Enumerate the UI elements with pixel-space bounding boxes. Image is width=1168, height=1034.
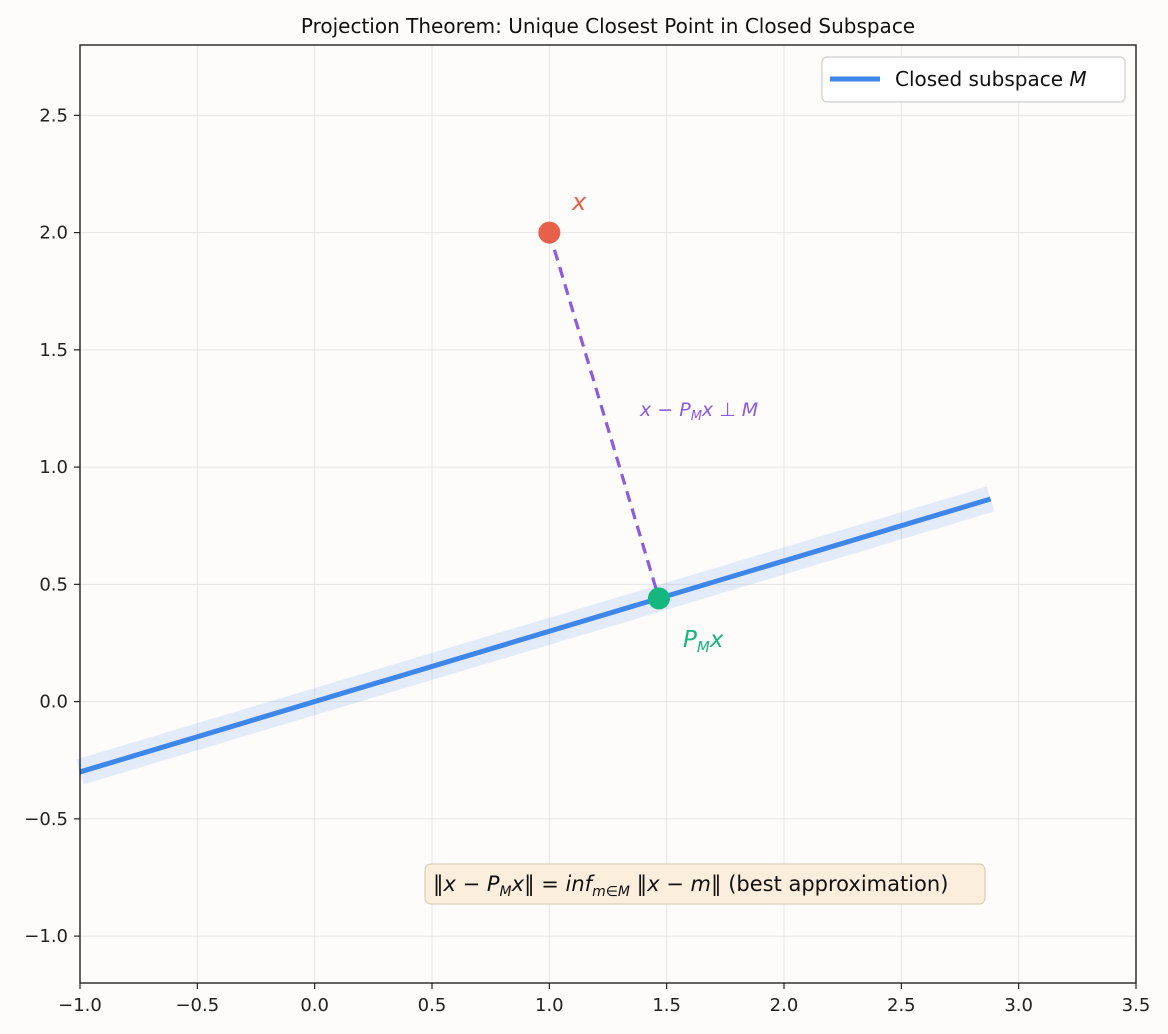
legend: Closed subspace M [821, 56, 1126, 103]
point-label-x: x [571, 188, 587, 216]
y-tick-label: 1.0 [39, 457, 68, 478]
y-tick-label: 1.5 [39, 340, 68, 361]
best-approximation-note: ‖x − PMx‖ = infm∈M ‖x − m‖ (best approxi… [424, 863, 986, 905]
note-norm: ‖x − P [433, 872, 500, 897]
x-tick-label: 3.0 [1004, 995, 1033, 1016]
y-tick-label: 0.5 [39, 574, 68, 595]
projection-segment [547, 232, 661, 599]
segment-label-tail: x ⊥ M [701, 399, 758, 421]
y-tick-label: 2.0 [39, 223, 68, 244]
x-tick-label: 3.5 [1122, 995, 1151, 1016]
x-tick-label: 2.5 [887, 995, 916, 1016]
x-tick-label: 1.5 [652, 995, 681, 1016]
y-tick-label: 0.0 [39, 692, 68, 713]
point-label-pmx-base: P [683, 627, 697, 653]
note-inf-sub: m∈M [592, 884, 630, 900]
point-label-pmx-tail: x [709, 627, 724, 653]
point-x [538, 221, 561, 244]
note-plain: (best approximation) [722, 872, 949, 896]
segment-label-sub: M [691, 409, 702, 424]
legend-box [821, 56, 1126, 103]
projection-segment-label: x − PMx ⊥ M [639, 399, 758, 424]
note-norm-sub: M [500, 884, 512, 900]
legend-label-math: M [1069, 67, 1086, 91]
chart-title: Projection Theorem: Unique Closest Point… [301, 14, 915, 38]
series-layer [76, 486, 995, 785]
projection-segment-layer [547, 232, 661, 599]
segment-label-base: x − P [639, 399, 691, 421]
y-tick-label: −0.5 [24, 809, 68, 830]
note-text: ‖x − PMx‖ = infm∈M ‖x − m‖ (best approxi… [433, 872, 948, 900]
x-tick-label: 0.0 [300, 995, 329, 1016]
x-axis-ticks: −1.0 −0.5 0.0 0.5 1.0 1.5 2.0 2.5 3.0 3.5 [58, 983, 1150, 1016]
legend-label-text: Closed subspace [895, 67, 1063, 91]
x-tick-label: −0.5 [175, 995, 219, 1016]
subspace-line [79, 496, 992, 775]
note-rest: ‖x − m‖ [637, 872, 722, 897]
x-tick-label: 1.0 [535, 995, 564, 1016]
note-norm-tail: x‖ = inf [511, 872, 596, 897]
point-label-pmx-sub: M [697, 638, 710, 656]
y-tick-label: −1.0 [24, 926, 68, 947]
x-tick-label: −1.0 [58, 995, 102, 1016]
axes-frame [79, 44, 1137, 984]
legend-label: Closed subspace M [895, 67, 1087, 91]
y-axis-ticks: −1.0 −0.5 0.0 0.5 1.0 1.5 2.0 2.5 [24, 105, 80, 947]
point-label-pmx: PMx [683, 627, 724, 656]
points-layer [538, 221, 670, 610]
x-tick-label: 2.0 [770, 995, 799, 1016]
note-box [424, 863, 986, 905]
y-tick-label: 2.5 [39, 105, 68, 126]
point-pmx [647, 587, 670, 610]
plot-area [80, 45, 1136, 983]
x-tick-label: 0.5 [418, 995, 447, 1016]
